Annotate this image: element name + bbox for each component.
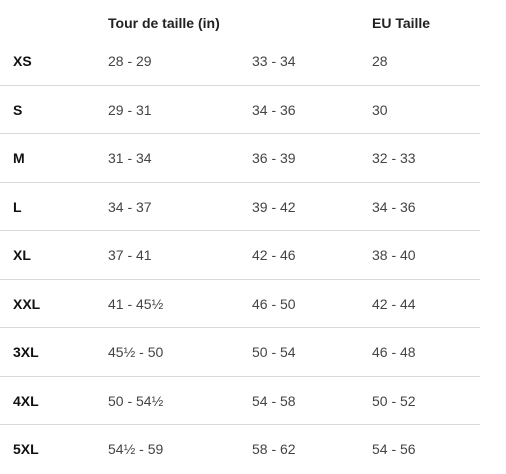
size-label: XXL: [13, 295, 41, 312]
size-label: 5XL: [13, 441, 39, 457]
waist-range-2: 42 - 46: [252, 247, 296, 263]
table-row: XXL 41 - 45½ 46 - 50 42 - 44: [0, 280, 480, 328]
eu-size: 46 - 48: [372, 344, 416, 360]
table-header-row: Tour de taille (in) EU Taille: [0, 0, 480, 45]
table-row: L 34 - 37 39 - 42 34 - 36: [0, 183, 480, 231]
eu-size: 42 - 44: [372, 295, 416, 312]
waist-range-2: 39 - 42: [252, 198, 296, 215]
waist-range-1: 50 - 54½: [108, 392, 164, 409]
eu-size: 34 - 36: [372, 198, 416, 215]
eu-size: 54 - 56: [372, 441, 416, 457]
header-waist-in: Tour de taille (in): [108, 15, 220, 31]
waist-range-2: 50 - 54: [252, 344, 296, 360]
eu-size: 30: [372, 101, 388, 118]
eu-size: 50 - 52: [372, 392, 416, 409]
table-body: XS 28 - 29 33 - 34 28 S 29 - 31 34 - 36 …: [0, 37, 480, 474]
waist-range-1: 37 - 41: [108, 247, 152, 263]
table-row: 4XL 50 - 54½ 54 - 58 50 - 52: [0, 377, 480, 425]
waist-range-1: 31 - 34: [108, 150, 152, 166]
table-row: 5XL 54½ - 59 58 - 62 54 - 56: [0, 425, 480, 474]
waist-range-1: 54½ - 59: [108, 441, 164, 457]
table-row: M 31 - 34 36 - 39 32 - 33: [0, 134, 480, 183]
waist-range-1: 29 - 31: [108, 101, 152, 118]
waist-range-2: 54 - 58: [252, 392, 296, 409]
waist-range-2: 36 - 39: [252, 150, 296, 166]
waist-range-1: 41 - 45½: [108, 295, 164, 312]
size-label: 4XL: [13, 392, 39, 409]
table-row: XS 28 - 29 33 - 34 28: [0, 37, 480, 86]
eu-size: 28: [372, 53, 388, 69]
size-label: XL: [13, 247, 31, 263]
size-chart-table: Tour de taille (in) EU Taille XS 28 - 29…: [0, 0, 480, 457]
waist-range-2: 58 - 62: [252, 441, 296, 457]
waist-range-1: 45½ - 50: [108, 344, 164, 360]
waist-range-2: 34 - 36: [252, 101, 296, 118]
table-row: S 29 - 31 34 - 36 30: [0, 86, 480, 134]
waist-range-1: 34 - 37: [108, 198, 152, 215]
table-row: XL 37 - 41 42 - 46 38 - 40: [0, 231, 480, 280]
waist-range-2: 33 - 34: [252, 53, 296, 69]
table-row: 3XL 45½ - 50 50 - 54 46 - 48: [0, 328, 480, 377]
size-label: M: [13, 150, 25, 166]
size-label: L: [13, 198, 22, 215]
size-label: S: [13, 101, 23, 118]
size-label: 3XL: [13, 344, 39, 360]
header-eu-size: EU Taille: [372, 15, 431, 31]
eu-size: 38 - 40: [372, 247, 416, 263]
eu-size: 32 - 33: [372, 150, 416, 166]
waist-range-2: 46 - 50: [252, 295, 296, 312]
waist-range-1: 28 - 29: [108, 53, 152, 69]
size-label: XS: [13, 53, 32, 69]
